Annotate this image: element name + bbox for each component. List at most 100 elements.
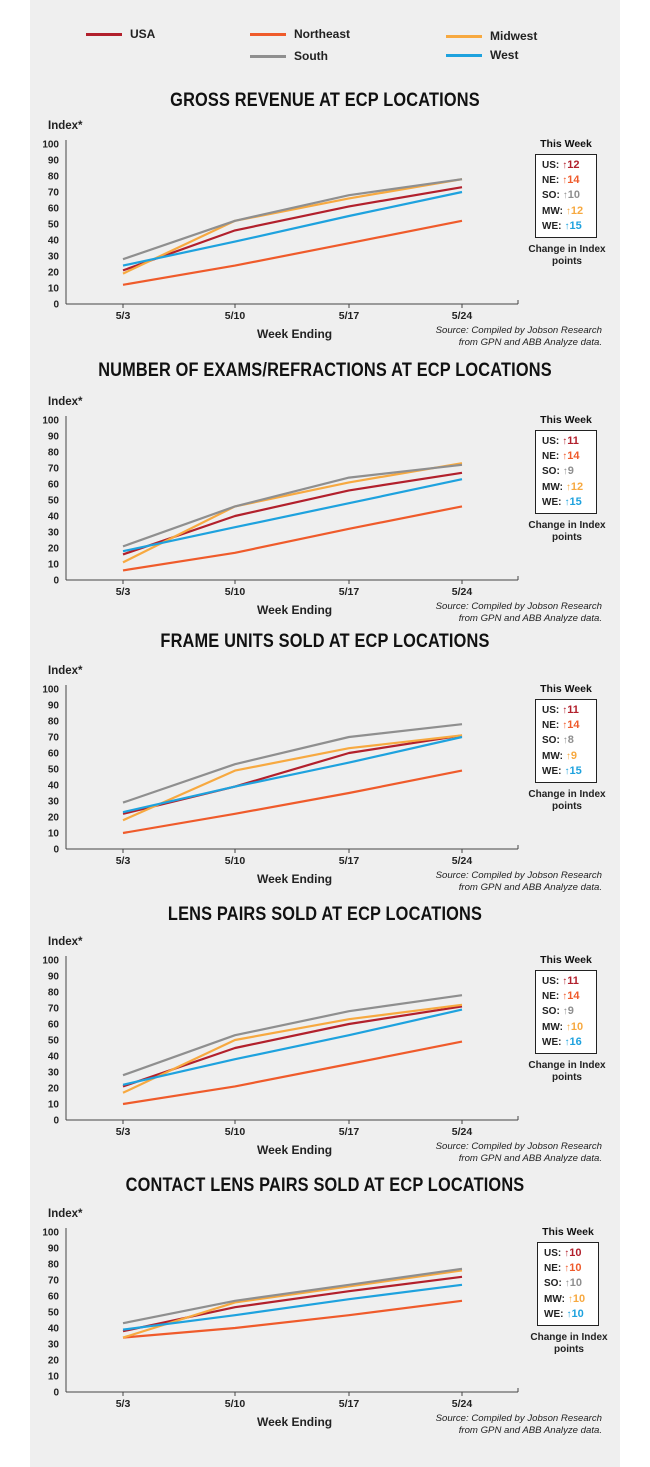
y-tick-label: 10 — [48, 1372, 60, 1383]
x-tick-label: 5/3 — [116, 1398, 131, 1410]
line-chart-plot: 0 10 20 30 40 50 60 70 80 90 100 5/3 5/10 5/17 5/24 — [42, 1228, 519, 1410]
up-arrow-icon: ↑ — [562, 976, 568, 987]
source-note: Source: Compiled by Jobson Research from … — [382, 325, 602, 349]
change-label: MW: — [542, 205, 563, 217]
x-tick-label: 5/17 — [339, 855, 360, 867]
chart-title: CONTACT LENS PAIRS SOLD AT ECP LOCATIONS — [125, 1175, 525, 1196]
y-tick-label: 40 — [48, 781, 60, 792]
legend-swatch-west — [446, 53, 482, 57]
change-value: 10 — [567, 189, 581, 202]
change-row-ne: NE: ↑14 — [542, 449, 596, 464]
change-row-ne: NE: ↑10 — [544, 1261, 598, 1276]
y-tick-label: 80 — [48, 172, 60, 183]
change-box: US: ↑10 NE: ↑10 SO: ↑10 MW: ↑10 WE: ↑10 — [537, 1242, 599, 1327]
this-week-heading: This Week — [540, 683, 592, 695]
y-tick-label: 50 — [48, 765, 60, 776]
change-box: US: ↑11 NE: ↑14 SO: ↑9 MW: ↑10 WE: ↑16 — [535, 970, 597, 1055]
legend-label-west: West — [490, 48, 519, 62]
legend-swatch-usa — [86, 32, 122, 36]
legend-label-northeast: Northeast — [294, 27, 351, 41]
y-tick-label: 20 — [48, 1356, 60, 1367]
x-tick-label: 5/24 — [452, 855, 473, 867]
y-tick-label: 0 — [53, 576, 59, 587]
change-label: MW: — [542, 1021, 563, 1033]
this-week-heading: This Week — [540, 138, 592, 150]
y-tick-label: 70 — [48, 188, 60, 199]
legend-item-south: South — [250, 49, 328, 63]
change-row-so: SO: ↑10 — [542, 188, 596, 203]
chart-4: LENS PAIRS SOLD AT ECP LOCATIONS Index* 0 1… — [0, 902, 650, 1172]
x-tick-label: 5/17 — [339, 586, 360, 598]
y-tick-label: 0 — [53, 1116, 59, 1127]
y-tick-label: 70 — [48, 1004, 60, 1015]
up-arrow-icon: ↑ — [564, 220, 570, 232]
chart-3: FRAME UNITS SOLD AT ECP LOCATIONS Index* 0… — [0, 629, 650, 899]
change-label: US: — [542, 976, 560, 987]
change-label: WE: — [542, 220, 562, 232]
change-label: NE: — [542, 175, 560, 187]
change-row-we: WE: ↑15 — [542, 764, 596, 779]
chart-title: FRAME UNITS SOLD AT ECP LOCATIONS — [160, 631, 490, 652]
up-arrow-icon: ↑ — [562, 991, 568, 1003]
change-label: MW: — [542, 750, 563, 762]
series-line-west — [122, 1008, 463, 1086]
y-tick-label: 80 — [48, 717, 60, 728]
y-tick-label: 100 — [42, 1228, 59, 1239]
y-tick-label: 100 — [42, 140, 59, 151]
change-value: 15 — [569, 764, 582, 777]
up-arrow-icon: ↑ — [562, 175, 568, 187]
change-value: 10 — [569, 1262, 582, 1275]
up-arrow-icon: ↑ — [567, 1293, 573, 1305]
x-tick-label: 5/17 — [339, 310, 360, 322]
change-row-us: US: ↑11 — [542, 703, 596, 718]
change-value: 12 — [567, 159, 580, 171]
up-arrow-icon: ↑ — [564, 1278, 570, 1290]
change-row-mw: MW: ↑10 — [542, 1020, 596, 1035]
y-tick-label: 30 — [48, 528, 60, 539]
change-row-so: SO: ↑9 — [542, 1004, 596, 1019]
change-value: 9 — [567, 1005, 574, 1018]
x-tick-label: 5/24 — [452, 1126, 473, 1138]
series-line-northeast — [122, 769, 463, 835]
legend-item-midwest: Midwest — [446, 29, 537, 43]
line-chart-plot: 0 10 20 30 40 50 60 70 80 90 100 5/3 5/10 5/17 5/24 — [42, 956, 519, 1138]
change-label: US: — [542, 705, 560, 716]
y-tick-label: 80 — [48, 988, 60, 999]
change-value: 14 — [567, 450, 580, 463]
up-arrow-icon: ↑ — [565, 1021, 571, 1033]
up-arrow-icon: ↑ — [564, 1036, 570, 1048]
change-value: 10 — [572, 1292, 586, 1305]
change-row-so: SO: ↑9 — [542, 464, 596, 479]
line-chart-plot: 0 10 20 30 40 50 60 70 80 90 100 5/3 5/10 5/17 5/24 — [42, 685, 519, 867]
y-tick-label: 10 — [48, 284, 60, 295]
y-axis-label: Index* — [48, 665, 83, 677]
change-label: WE: — [542, 496, 562, 508]
change-value: 11 — [567, 975, 579, 987]
change-row-us: US: ↑12 — [542, 158, 596, 173]
x-tick-label: 5/3 — [116, 1126, 131, 1138]
change-label: US: — [544, 1248, 562, 1259]
x-tick-label: 5/24 — [452, 1398, 473, 1410]
y-tick-label: 50 — [48, 220, 60, 231]
y-axis-label: Index* — [48, 936, 83, 948]
x-tick-label: 5/10 — [225, 586, 246, 598]
x-tick-label: 5/10 — [225, 310, 246, 322]
x-tick-label: 5/3 — [116, 586, 131, 598]
change-note: Change in Index points — [530, 1332, 608, 1355]
x-axis-label: Week Ending — [257, 603, 333, 617]
change-label: MW: — [544, 1293, 565, 1305]
source-line-1: Source: Compiled by Jobson Research — [435, 1141, 602, 1152]
change-note: Change in Index points — [528, 1060, 606, 1083]
x-tick-label: 5/17 — [339, 1126, 360, 1138]
change-note: Change in Index points — [528, 244, 606, 267]
y-tick-label: 50 — [48, 1308, 60, 1319]
y-tick-label: 40 — [48, 512, 60, 523]
series-line-northeast — [122, 505, 463, 572]
series-line-south — [122, 463, 463, 548]
y-tick-label: 20 — [48, 1084, 60, 1095]
y-tick-label: 40 — [48, 1324, 60, 1335]
change-row-ne: NE: ↑14 — [542, 718, 596, 733]
line-chart-plot: 0 10 20 30 40 50 60 70 80 90 100 5/3 5/10 5/17 5/24 — [42, 140, 519, 322]
y-tick-label: 40 — [48, 1052, 60, 1063]
y-tick-label: 90 — [48, 156, 60, 167]
